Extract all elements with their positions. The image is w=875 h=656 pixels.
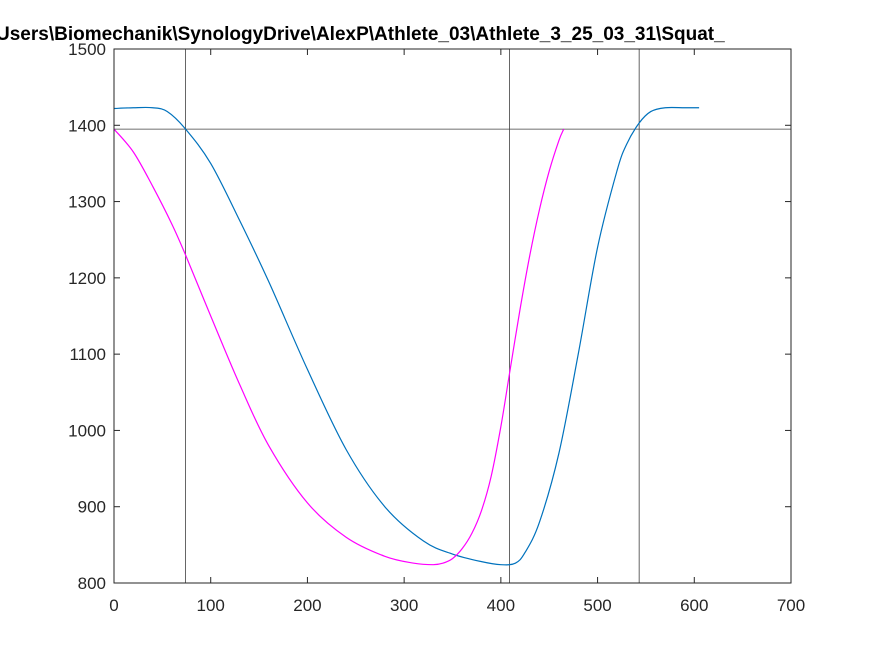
- tick-labels: 0 100 200 300 400 500 600 700 800 900 1000 1100 1200…: [68, 40, 805, 615]
- y-tick-label: 1500: [68, 40, 106, 59]
- x-tick-label: 400: [487, 596, 515, 615]
- axes-box: [113, 48, 792, 584]
- plot-area: [114, 49, 791, 583]
- x-tick-label: 600: [680, 596, 708, 615]
- x-tick-label: 0: [109, 596, 118, 615]
- reference-lines: [114, 49, 791, 583]
- chart-title: Users\Biomechanik\SynologyDrive\AlexP\At…: [0, 24, 725, 45]
- y-tick-label: 900: [78, 498, 106, 517]
- series-line-2: [113, 128, 565, 566]
- series-line-1: [113, 106, 700, 566]
- y-tick-label: 1000: [68, 421, 106, 440]
- series-lines: [113, 106, 700, 566]
- x-tick-label: 300: [390, 596, 418, 615]
- x-tick-label: 700: [777, 596, 805, 615]
- y-tick-label: 800: [78, 574, 106, 593]
- y-tick-label: 1200: [68, 269, 106, 288]
- x-tick-label: 500: [583, 596, 611, 615]
- plot-background: [114, 49, 791, 583]
- x-tick-label: 100: [197, 596, 225, 615]
- axes-frame: [113, 48, 792, 584]
- y-tick-label: 1100: [69, 345, 106, 364]
- y-tick-label: 1400: [68, 116, 106, 135]
- x-tick-label: 200: [293, 596, 321, 615]
- y-tick-label: 1300: [68, 193, 106, 212]
